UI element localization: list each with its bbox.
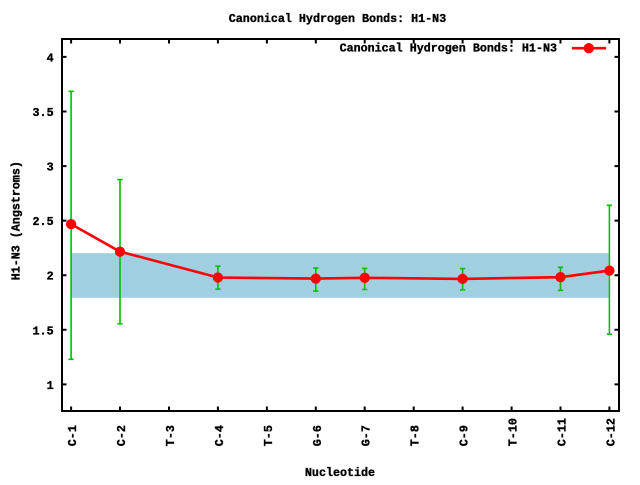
svg-text:G-6: G-6: [311, 425, 325, 446]
svg-text:2: 2: [47, 270, 54, 284]
svg-text:3.5: 3.5: [33, 106, 54, 120]
svg-text:T-8: T-8: [409, 425, 423, 446]
svg-text:C-2: C-2: [115, 425, 129, 446]
svg-text:T-3: T-3: [164, 425, 178, 446]
svg-text:2.5: 2.5: [33, 215, 54, 229]
svg-text:Nucleotide: Nucleotide: [305, 466, 375, 480]
svg-text:C-12: C-12: [604, 418, 618, 446]
svg-text:3: 3: [47, 161, 54, 175]
svg-text:C-11: C-11: [556, 418, 570, 446]
svg-text:1: 1: [47, 379, 54, 393]
svg-text:G-7: G-7: [360, 425, 374, 446]
svg-text:Canonical Hydrogen Bonds: H1-N: Canonical Hydrogen Bonds: H1-N3: [229, 12, 446, 26]
svg-text:C-4: C-4: [213, 425, 227, 446]
svg-text:H1-N3 (Angstroms): H1-N3 (Angstroms): [9, 161, 23, 280]
svg-text:Canonical Hydrogen Bonds: H1-N: Canonical Hydrogen Bonds: H1-N3: [340, 42, 557, 56]
svg-text:4: 4: [47, 51, 54, 65]
svg-text:1.5: 1.5: [33, 324, 54, 338]
svg-text:T-5: T-5: [262, 425, 276, 446]
svg-text:C-9: C-9: [458, 425, 472, 446]
svg-text:C-1: C-1: [66, 425, 80, 446]
svg-text:T-10: T-10: [507, 418, 521, 446]
